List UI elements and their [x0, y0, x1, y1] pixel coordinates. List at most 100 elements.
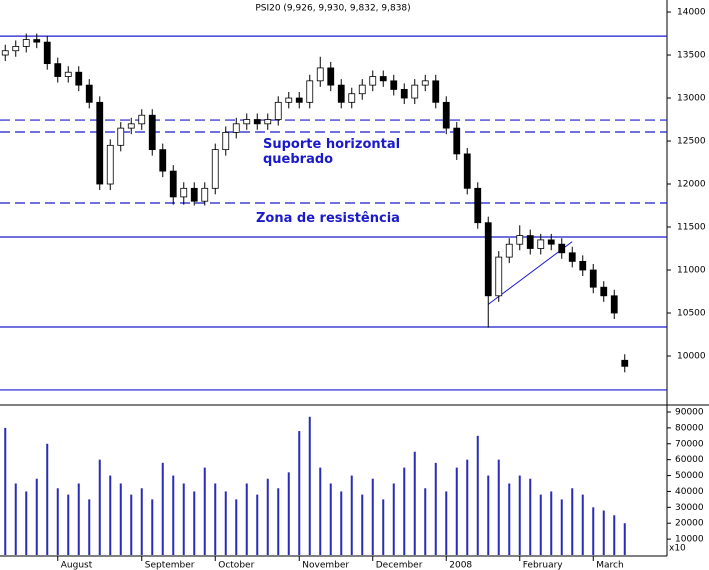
volume-bar	[518, 475, 521, 555]
volume-tick-label: 10000	[675, 535, 704, 545]
candle-body	[610, 295, 618, 314]
volume-bar	[245, 483, 248, 555]
volume-bar	[182, 483, 185, 555]
x-tick-label: December	[376, 561, 423, 570]
trendline	[487, 241, 573, 305]
candle-body	[505, 243, 513, 258]
candle-body	[64, 71, 72, 77]
candle-body	[106, 144, 114, 185]
volume-bar	[67, 494, 70, 555]
candle-body	[12, 46, 20, 52]
candle-body	[348, 93, 356, 103]
volume-bar	[277, 488, 280, 555]
volume-bar	[119, 483, 122, 555]
volume-tick-label: 40000	[675, 487, 704, 497]
volume-bar	[172, 475, 175, 555]
candle-body	[379, 76, 387, 82]
volume-tick-label: 50000	[675, 471, 704, 481]
volume-bar	[88, 499, 91, 555]
volume-bar	[298, 431, 301, 555]
volume-bar	[287, 472, 290, 555]
candle-body	[484, 222, 492, 297]
volume-bar	[382, 499, 385, 555]
volume-bar	[623, 523, 626, 555]
x-tick-label: 2008	[449, 561, 472, 570]
annotation: quebrado	[263, 152, 333, 167]
candle-body	[148, 114, 156, 151]
volume-bar	[403, 467, 406, 555]
volume-bar	[361, 494, 364, 555]
volume-tick-label: 60000	[675, 455, 704, 465]
volume-tick-label: 20000	[675, 519, 704, 529]
volume-bar	[371, 478, 374, 555]
candle-body	[85, 84, 93, 103]
y-tick-label: 11000	[677, 266, 706, 276]
candle-body	[589, 269, 597, 288]
candle-body	[474, 187, 482, 224]
volume-bar	[445, 491, 448, 555]
volume-bar	[319, 467, 322, 555]
candle-body	[75, 71, 83, 86]
candle-body	[22, 39, 30, 47]
annotation: Suporte horizontal	[263, 137, 400, 152]
y-tick-label: 10000	[677, 351, 706, 361]
candle-body	[295, 97, 303, 103]
volume-bar	[539, 494, 542, 555]
volume-bar	[455, 467, 458, 555]
candle-body	[621, 359, 629, 367]
chart-title: PSI20 (9,926, 9,930, 9,832, 9,838)	[255, 4, 410, 14]
x-tick-label: February	[523, 561, 564, 570]
candle-body	[33, 39, 41, 43]
candle-body	[190, 187, 198, 202]
candle-body	[1, 50, 9, 56]
volume-bar	[350, 475, 353, 555]
volume-bar	[140, 488, 143, 555]
volume-tick-label: 30000	[675, 503, 704, 513]
volume-bar	[266, 478, 269, 555]
volume-bar	[529, 478, 532, 555]
volume-bar	[424, 488, 427, 555]
volume-bar	[46, 443, 49, 555]
y-tick-label: 12000	[677, 180, 706, 190]
candle-body	[453, 127, 461, 155]
volume-bar	[592, 507, 595, 555]
candle-body	[127, 123, 135, 129]
candle-body	[600, 286, 608, 297]
candle-body	[558, 243, 566, 254]
volume-bar	[340, 491, 343, 555]
candle-body	[390, 80, 398, 90]
candle-body	[222, 132, 230, 151]
candle-body	[358, 84, 366, 95]
volume-bar	[560, 499, 563, 555]
x-tick-label: September	[145, 561, 195, 570]
volume-bar	[508, 483, 511, 555]
candle-body	[579, 261, 587, 271]
x-tick-label: October	[218, 561, 254, 570]
candle-body	[159, 149, 167, 172]
volume-unit: x10	[669, 544, 686, 554]
volume-bar	[613, 515, 616, 555]
candle-body	[327, 67, 335, 86]
volume-bar	[161, 462, 164, 555]
volume-bar	[434, 462, 437, 555]
volume-bar	[256, 494, 259, 555]
volume-bar	[109, 475, 112, 555]
volume-bar	[329, 483, 332, 555]
y-tick-label: 12500	[677, 137, 706, 147]
candle-body	[432, 80, 440, 103]
volume-tick-label: 80000	[675, 423, 704, 433]
x-tick-label: March	[596, 561, 623, 570]
annotation: Zona de resistência	[256, 211, 400, 226]
candle-body	[442, 101, 450, 129]
volume-bar	[413, 451, 416, 555]
volume-bar	[235, 499, 238, 555]
volume-bar	[497, 459, 500, 555]
candle-body	[400, 89, 408, 99]
y-tick-label: 13000	[677, 94, 706, 104]
y-tick-label: 11500	[677, 223, 706, 233]
candle-body	[463, 153, 471, 189]
volume-tick-label: 70000	[675, 439, 704, 449]
candle-body	[568, 252, 576, 262]
volume-bar	[25, 491, 28, 555]
